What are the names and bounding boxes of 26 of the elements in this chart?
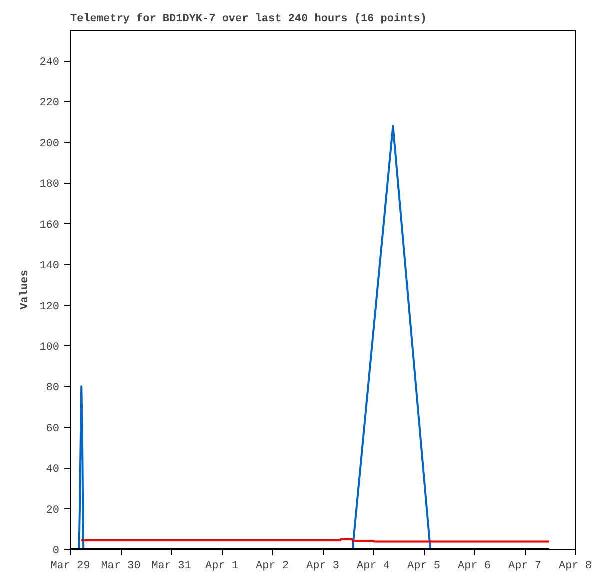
y-tick-label: 200 bbox=[40, 138, 60, 150]
y-tick-label: 240 bbox=[40, 57, 60, 70]
y-axis-title: Values bbox=[20, 270, 32, 310]
x-tick-label: Mar 30 bbox=[101, 560, 141, 572]
x-tick-label: Apr 3 bbox=[306, 560, 340, 572]
y-tick-label: 0 bbox=[52, 546, 60, 558]
y-tick-label: 60 bbox=[46, 423, 60, 436]
x-tick-label: Apr 6 bbox=[458, 560, 492, 572]
x-tick-label: Apr 5 bbox=[407, 560, 441, 572]
y-tick-label: 220 bbox=[40, 98, 60, 110]
x-tick-label: Apr 1 bbox=[205, 560, 239, 572]
x-tick-label: Apr 7 bbox=[508, 560, 542, 572]
x-tick-label: Mar 31 bbox=[152, 560, 192, 572]
y-tick-label: 140 bbox=[40, 260, 60, 273]
x-tick-label: Mar 29 bbox=[50, 560, 90, 572]
x-tick-label: Apr 8 bbox=[558, 560, 592, 572]
y-tick-label: 20 bbox=[46, 504, 60, 517]
y-tick-label: 80 bbox=[46, 382, 60, 395]
x-tick-label: Apr 4 bbox=[356, 560, 390, 572]
y-tick-label: 160 bbox=[40, 220, 60, 232]
chart-title: Telemetry for BD1DYK-7 over last 240 hours (16 points) bbox=[70, 12, 427, 26]
x-tick-label: Apr 2 bbox=[256, 560, 290, 572]
y-tick-label: 180 bbox=[40, 179, 60, 192]
y-tick-label: 120 bbox=[40, 301, 60, 314]
y-tick-label: 100 bbox=[40, 342, 60, 354]
y-tick-label: 40 bbox=[46, 464, 60, 476]
